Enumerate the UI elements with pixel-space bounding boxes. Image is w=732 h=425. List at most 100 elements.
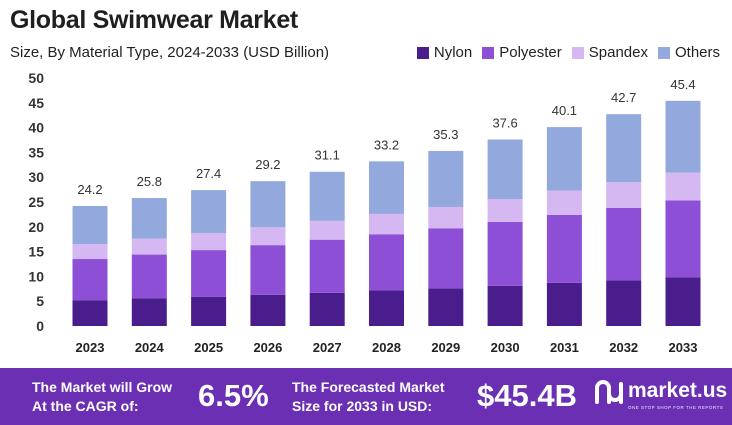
bar-segment-nylon [665,277,701,326]
y-tick-label: 25 [28,194,44,210]
x-tick-label: 2026 [253,340,282,355]
bar-segment-others [369,161,404,214]
forecast-caption-line2: Size for 2033 in USD: [292,398,433,414]
chart-legend: Nylon Polyester Spandex Others [416,44,720,61]
cagr-caption-line1: The Market will Grow [32,379,173,395]
forecast-caption: The Forecasted Market Size for 2033 in U… [292,378,472,416]
y-tick-label: 40 [28,120,44,136]
bar-segment-polyester [606,207,642,281]
total-value-label: 29.2 [255,157,280,172]
bar-segment-polyester [546,214,582,283]
bar-segment-spandex [546,190,582,215]
bar-segment-spandex [191,233,227,251]
bar-segment-nylon [131,298,167,326]
cagr-value: 6.5% [198,378,269,413]
bar-segment-nylon [191,296,227,326]
y-tick-label: 20 [28,219,44,235]
total-value-label: 45.4 [670,77,695,92]
bar-segment-others [546,127,582,191]
bar-segment-polyester [309,239,345,293]
y-tick-label: 0 [36,318,44,334]
brand-tagline: ONE STOP SHOP FOR THE REPORTS [628,405,724,410]
bar-segment-polyester [369,234,404,291]
chart-header: Global Swimwear Market Size, By Material… [10,6,722,66]
bar-segment-spandex [487,199,523,222]
bar-segment-nylon [487,285,523,326]
forecast-value: $45.4B [477,378,577,413]
legend-item-spandex: Spandex [571,44,648,61]
bar-segment-polyester [72,259,108,301]
cagr-caption: The Market will Grow At the CAGR of: [32,378,202,416]
y-tick-label: 50 [28,70,44,86]
bar-segment-others [72,205,108,245]
total-value-label: 27.4 [196,166,221,181]
bar-segment-spandex [428,206,464,229]
legend-item-nylon: Nylon [416,44,473,61]
bar-segment-spandex [309,220,345,240]
cagr-caption-line2: At the CAGR of: [32,398,139,414]
y-tick-label: 35 [28,144,44,160]
brand-name: market.us [628,379,728,402]
forecast-caption-line1: The Forecasted Market [292,379,445,395]
bar-segment-others [428,150,464,207]
x-tick-label: 2025 [194,340,223,355]
bar-segment-spandex [369,213,404,235]
bar-segment-spandex [131,238,167,255]
bar-segment-spandex [606,182,642,208]
bar-segment-others [487,139,523,200]
bar-segment-others [131,198,167,239]
legend-item-polyester: Polyester [482,44,562,61]
bar-segment-polyester [250,245,286,295]
total-value-label: 42.7 [611,90,636,105]
legend-label-nylon: Nylon [433,44,473,61]
bar-segment-nylon [606,280,642,326]
total-value-label: 37.6 [492,116,517,131]
total-value-label: 25.8 [137,174,162,189]
bar-segment-polyester [487,221,523,286]
stacked-bar-chart: 0510152025303540455024.2202325.8202427.4… [28,70,701,355]
bar-segment-polyester [428,228,464,289]
bar-segment-nylon [250,294,286,326]
bar-segment-spandex [665,172,701,201]
legend-swatch-nylon [416,46,429,59]
bar-segment-others [665,100,701,173]
legend-swatch-others [657,46,670,59]
total-value-label: 33.2 [374,137,399,152]
bar-segment-polyester [131,254,167,299]
x-tick-label: 2023 [76,340,105,355]
legend-swatch-polyester [482,46,495,59]
y-tick-label: 30 [28,169,44,185]
chart-subtitle: Size, By Material Type, 2024-2033 (USD B… [10,44,330,61]
stats-banner: The Market will Grow At the CAGR of: 6.5… [0,368,732,425]
bar-segment-others [191,190,227,234]
bar-segment-nylon [428,288,464,326]
x-tick-label: 2030 [491,340,520,355]
brand-logo: market.us ONE STOP SHOP FOR THE REPORTS [594,378,729,418]
bar-segment-nylon [309,292,345,326]
legend-label-polyester: Polyester [499,44,562,61]
legend-item-others: Others [657,44,720,61]
y-tick-label: 5 [36,293,44,309]
bar-segment-spandex [72,244,108,260]
x-tick-label: 2032 [609,340,638,355]
total-value-label: 40.1 [552,103,577,118]
chart-title: Global Swimwear Market [10,6,298,34]
bar-segment-others [606,114,642,183]
y-tick-label: 15 [28,244,44,260]
x-tick-label: 2033 [669,340,698,355]
y-tick-label: 10 [28,268,44,284]
total-value-label: 24.2 [77,182,102,197]
x-tick-label: 2028 [372,340,401,355]
x-tick-label: 2031 [550,340,579,355]
y-tick-label: 45 [28,95,44,111]
legend-label-others: Others [674,44,720,61]
legend-label-spandex: Spandex [588,44,648,61]
x-tick-label: 2024 [135,340,165,355]
bar-segment-polyester [191,250,227,297]
bar-segment-others [250,181,286,228]
bar-segment-nylon [546,282,582,326]
legend-swatch-spandex [571,46,584,59]
bar-segment-nylon [72,300,108,326]
bar-segment-spandex [250,227,286,246]
